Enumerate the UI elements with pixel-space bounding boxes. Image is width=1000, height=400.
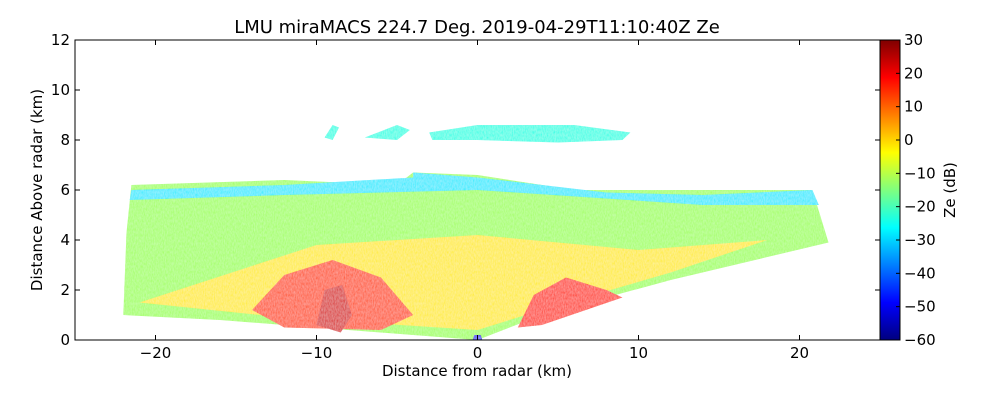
x-tick-label: 0 [473,344,483,362]
echo-layer [123,125,829,340]
echo-region-6 [364,125,410,140]
colorbar-label: Ze (dB) [941,162,959,218]
y-axis: 0 2 4 6 8 10 12 [51,31,880,349]
x-axis-label: Distance from radar (km) [382,362,572,380]
colorbar-tick-label: 0 [904,131,914,149]
y-axis-label: Distance Above radar (km) [28,89,46,291]
colorbar-axis: 30 20 10 0 −10 −20 −30 −40 −50 −60 [896,31,936,349]
y-tick-label: 8 [60,131,70,149]
colorbar [879,39,901,341]
echo-region-4 [517,277,623,328]
x-tick-label: −10 [301,344,333,362]
y-tick-label: 0 [60,331,70,349]
y-tick-label: 10 [51,81,70,99]
x-tick-label: −20 [140,344,172,362]
colorbar-tick-label: −10 [904,164,936,182]
x-tick-label: 20 [790,344,809,362]
x-axis: −20 −10 0 10 20 [140,40,809,362]
colorbar-tick-label: −30 [904,231,936,249]
colorbar-tick-label: 10 [904,98,923,116]
y-tick-label: 12 [51,31,70,49]
y-tick-label: 4 [60,231,70,249]
chart-title: LMU miraMACS 224.7 Deg. 2019-04-29T11:10… [234,17,720,38]
colorbar-tick-label: −40 [904,264,936,282]
colorbar-tick-label: 30 [904,31,923,49]
echo-region-7 [324,125,339,140]
colorbar-tick-label: −20 [904,198,936,216]
y-tick-label: 2 [60,281,70,299]
x-tick-label: 10 [629,344,648,362]
colorbar-tick-label: 20 [904,64,923,82]
colorbar-tick-label: −60 [904,331,936,349]
echo-region-3 [316,285,352,333]
y-tick-label: 6 [60,181,70,199]
echo-region-8 [129,172,819,205]
echo-region-5 [429,125,631,143]
colorbar-tick-label: −50 [904,298,936,316]
